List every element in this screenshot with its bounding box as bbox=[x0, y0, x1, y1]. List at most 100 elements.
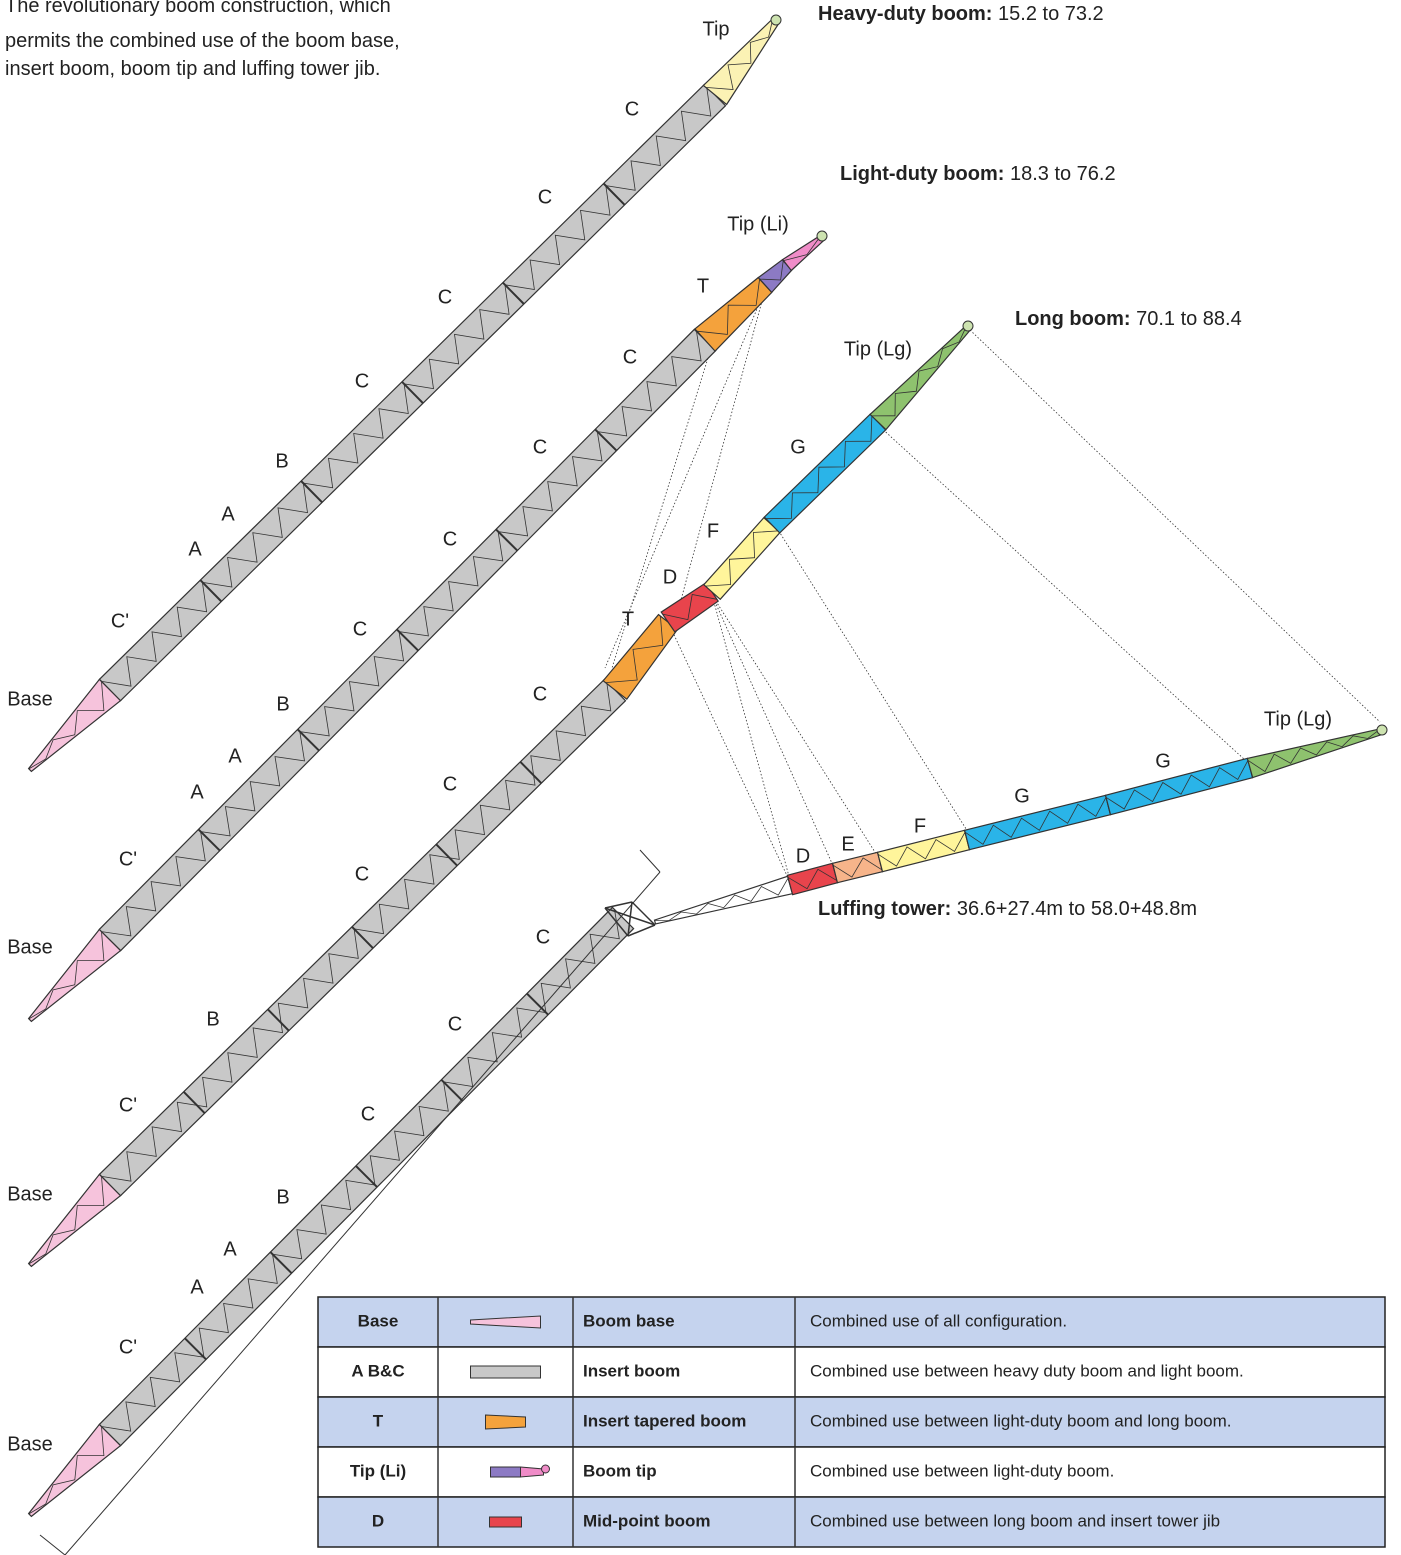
segment-label: C' bbox=[119, 1336, 137, 1358]
config-range: 18.3 to 76.2 bbox=[1004, 163, 1115, 185]
truss bbox=[783, 235, 821, 261]
segment-label: A bbox=[188, 538, 202, 560]
config-title: Luffing tower: 36.6+27.4m to 58.0+48.8m bbox=[818, 898, 1197, 920]
segment-label: C bbox=[448, 1013, 462, 1035]
line bbox=[674, 289, 766, 623]
truss bbox=[696, 279, 760, 335]
row-icon bbox=[470, 1365, 541, 1379]
segment-label: Base bbox=[7, 1183, 53, 1205]
segment-label: A bbox=[221, 503, 235, 525]
segment-label: E bbox=[841, 833, 854, 855]
row-desc: Combined use between heavy duty boom and… bbox=[810, 1361, 1244, 1380]
line bbox=[969, 329, 1381, 723]
boom-section bbox=[1246, 728, 1382, 779]
row-desc: Combined use of all configuration. bbox=[810, 1311, 1067, 1330]
row-icon bbox=[485, 1414, 526, 1430]
row-icon bbox=[541, 1464, 550, 1474]
segment-label: B bbox=[275, 450, 288, 472]
config-name: Long boom: bbox=[1015, 308, 1131, 330]
sheave bbox=[1376, 724, 1388, 736]
row-name: Mid-point boom bbox=[583, 1511, 710, 1530]
joint bbox=[435, 843, 458, 867]
row-name: Insert tapered boom bbox=[583, 1411, 746, 1430]
truss bbox=[705, 530, 779, 587]
truss bbox=[832, 857, 883, 878]
row-icon bbox=[489, 1516, 522, 1528]
segment-label: A bbox=[190, 781, 204, 803]
boom-section bbox=[653, 875, 794, 925]
line bbox=[711, 594, 881, 861]
line bbox=[667, 621, 791, 883]
segment-label: B bbox=[276, 693, 289, 715]
sheave bbox=[962, 320, 974, 332]
line bbox=[774, 524, 969, 833]
joint bbox=[296, 728, 320, 752]
row-icon bbox=[470, 1315, 541, 1329]
config-name: Luffing tower: bbox=[818, 898, 951, 920]
line bbox=[711, 594, 791, 881]
joint bbox=[184, 1337, 207, 1361]
segment-label: G bbox=[790, 436, 806, 458]
config-title: Long boom: 70.1 to 88.4 bbox=[1015, 308, 1242, 330]
segment-label: F bbox=[707, 520, 719, 542]
segment-label: C bbox=[623, 346, 637, 368]
segment-label: C bbox=[355, 370, 369, 392]
segment-label: A bbox=[228, 745, 242, 767]
line bbox=[64, 871, 661, 1555]
truss bbox=[705, 19, 773, 90]
truss bbox=[605, 616, 664, 683]
segment-label: C' bbox=[119, 848, 137, 870]
segment-label: C bbox=[361, 1103, 375, 1125]
segment-label: G bbox=[1155, 750, 1171, 772]
joint bbox=[396, 628, 419, 652]
row-desc: Combined use between long boom and inser… bbox=[810, 1511, 1220, 1530]
row-name: Boom tip bbox=[583, 1461, 657, 1480]
segment-label: Tip bbox=[702, 18, 729, 40]
segment-label: C bbox=[355, 863, 369, 885]
segment-label: Base bbox=[7, 1433, 53, 1455]
joint bbox=[502, 281, 525, 305]
config-title: Heavy-duty boom: 15.2 to 73.2 bbox=[818, 3, 1104, 25]
row-code: Base bbox=[358, 1311, 399, 1330]
joint bbox=[269, 1251, 293, 1274]
boom-section bbox=[1104, 757, 1254, 816]
truss bbox=[759, 260, 784, 281]
joint bbox=[401, 381, 424, 404]
truss bbox=[787, 868, 838, 890]
truss bbox=[654, 877, 789, 921]
truss bbox=[871, 326, 967, 417]
joint bbox=[519, 761, 543, 784]
truss bbox=[662, 594, 718, 621]
config-name: Light-duty boom: bbox=[840, 163, 1004, 185]
segment-label: C' bbox=[119, 1094, 137, 1116]
truss bbox=[964, 797, 1107, 845]
intro-line: The revolutionary boom construction, whi… bbox=[5, 0, 391, 17]
segment-label: G bbox=[1014, 785, 1030, 807]
segment-label: T bbox=[697, 275, 709, 297]
segment-label: Tip (Lg) bbox=[844, 338, 912, 360]
joint bbox=[526, 992, 549, 1016]
segment-label: C' bbox=[111, 610, 129, 632]
sheave bbox=[770, 14, 782, 26]
truss bbox=[1247, 729, 1380, 773]
segment-label: Tip (Li) bbox=[727, 213, 788, 235]
segment-label: C bbox=[438, 286, 452, 308]
config-name: Heavy-duty boom: bbox=[818, 3, 992, 25]
segment-label: Tip (Lg) bbox=[1264, 708, 1332, 730]
joint bbox=[267, 1008, 290, 1032]
boom-section bbox=[781, 234, 825, 272]
line bbox=[877, 424, 1246, 761]
config-title: Light-duty boom: 18.3 to 76.2 bbox=[840, 163, 1116, 185]
truss bbox=[28, 681, 105, 770]
boom-section bbox=[963, 794, 1112, 851]
segment-label: B bbox=[276, 1186, 289, 1208]
joint bbox=[182, 1091, 206, 1114]
line bbox=[39, 1534, 66, 1555]
row-code: T bbox=[373, 1411, 384, 1430]
intro-line: permits the combined use of the boom bas… bbox=[5, 30, 400, 52]
segment-label: C bbox=[625, 98, 639, 120]
row-name: Boom base bbox=[583, 1311, 675, 1330]
segment-label: C bbox=[533, 683, 547, 705]
truss bbox=[28, 1176, 105, 1265]
